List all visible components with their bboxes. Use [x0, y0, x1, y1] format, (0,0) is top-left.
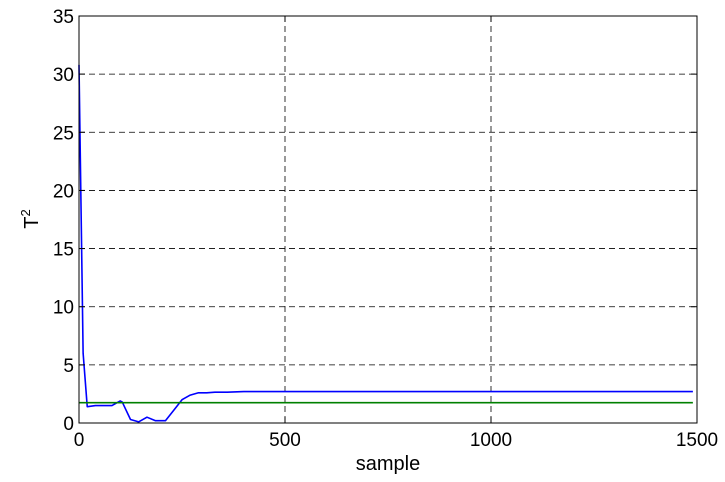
axis-ticks	[78, 15, 698, 424]
y-axis-label-superscript: 2	[18, 209, 33, 216]
y-tick-label: 5	[63, 356, 74, 377]
y-axis-label: T2	[18, 209, 43, 228]
y-tick-label: 0	[63, 414, 74, 435]
y-tick-label: 35	[53, 7, 74, 28]
series-line-1	[78, 64, 693, 423]
y-tick-labels: 0 5 10 15 20 25 30 35	[53, 7, 74, 435]
y-tick-label: 10	[53, 298, 74, 319]
x-tick-label: 0	[74, 430, 85, 451]
series-lines	[78, 64, 693, 423]
x-tick-label: 1500	[676, 430, 718, 451]
x-tick-label: 1000	[470, 430, 512, 451]
y-tick-label: 30	[53, 65, 74, 86]
plot-frame	[78, 15, 698, 424]
y-tick-label: 15	[53, 240, 74, 261]
plot-background	[79, 16, 697, 423]
x-axis-label: sample	[356, 453, 420, 475]
y-tick-label: 25	[53, 123, 74, 144]
grid-lines	[79, 16, 697, 423]
x-tick-label: 500	[269, 430, 301, 451]
y-tick-label: 20	[53, 181, 74, 202]
x-tick-labels: 0 500 1000 1500	[74, 430, 718, 451]
y-axis-label-main: T	[21, 217, 43, 229]
